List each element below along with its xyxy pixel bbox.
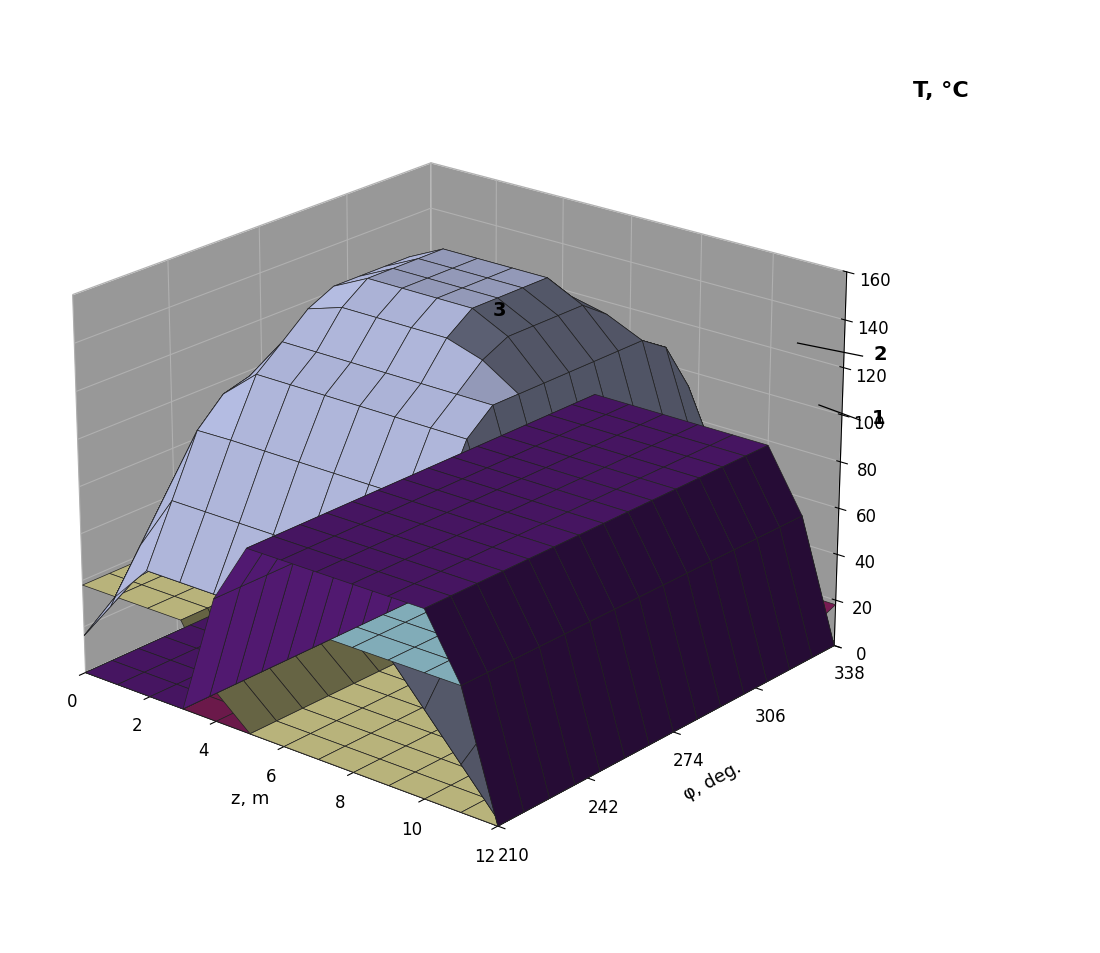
Text: T, °C: T, °C: [913, 81, 968, 101]
X-axis label: z, m: z, m: [231, 789, 270, 807]
Y-axis label: φ, deg.: φ, deg.: [681, 758, 745, 803]
